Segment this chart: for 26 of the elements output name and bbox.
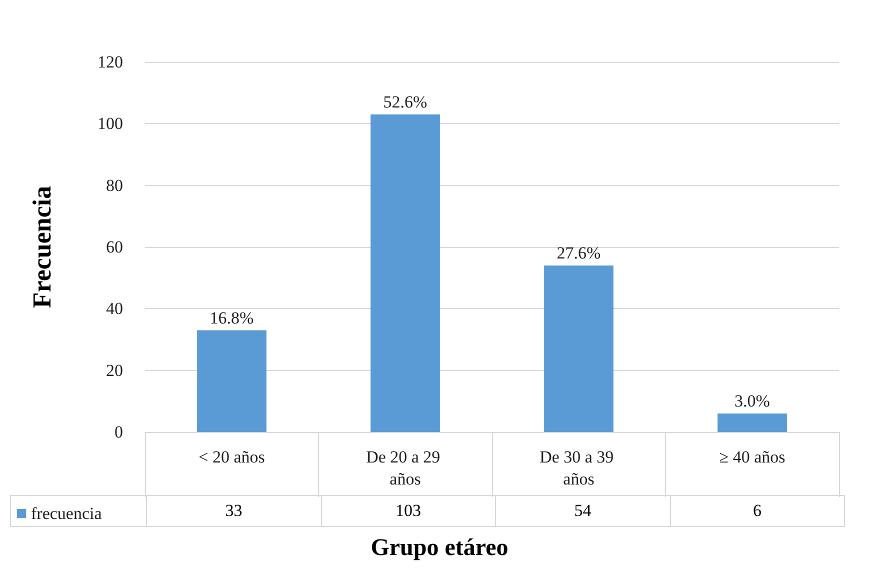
annotation: 27.6% — [556, 244, 601, 262]
y-tick-label: 60 — [106, 238, 123, 256]
bar — [370, 114, 440, 432]
data-label: 54 — [496, 496, 670, 526]
x-tick-label: < 20 años — [198, 448, 265, 466]
annotation: 52.6% — [383, 92, 428, 112]
annotation: 3.0% — [734, 392, 770, 410]
x-tick-label: De 30 a 39 años — [540, 448, 618, 488]
bar — [544, 266, 614, 432]
annotation: 16.8% — [210, 308, 254, 328]
data-label: 103 — [321, 496, 496, 526]
bar — [197, 330, 266, 432]
x-tick-label: ≥ 40 años — [719, 448, 786, 466]
data-label: 6 — [670, 496, 844, 526]
y-axis-title: Frecuencia — [28, 186, 56, 308]
legend-label: frecuencia — [31, 504, 102, 523]
y-tick-label: 0 — [114, 422, 123, 442]
x-tick-label: De 20 a 29 años — [366, 448, 444, 488]
data-label: 33 — [146, 496, 321, 526]
y-tick-label: 40 — [106, 299, 123, 318]
x-axis-title: Grupo etáreo — [370, 535, 510, 562]
y-tick-label: 100 — [98, 114, 123, 134]
y-tick-label: 20 — [106, 360, 123, 380]
bar — [718, 414, 787, 432]
y-tick-label: 80 — [106, 176, 123, 195]
y-tick-label: 120 — [98, 52, 123, 72]
